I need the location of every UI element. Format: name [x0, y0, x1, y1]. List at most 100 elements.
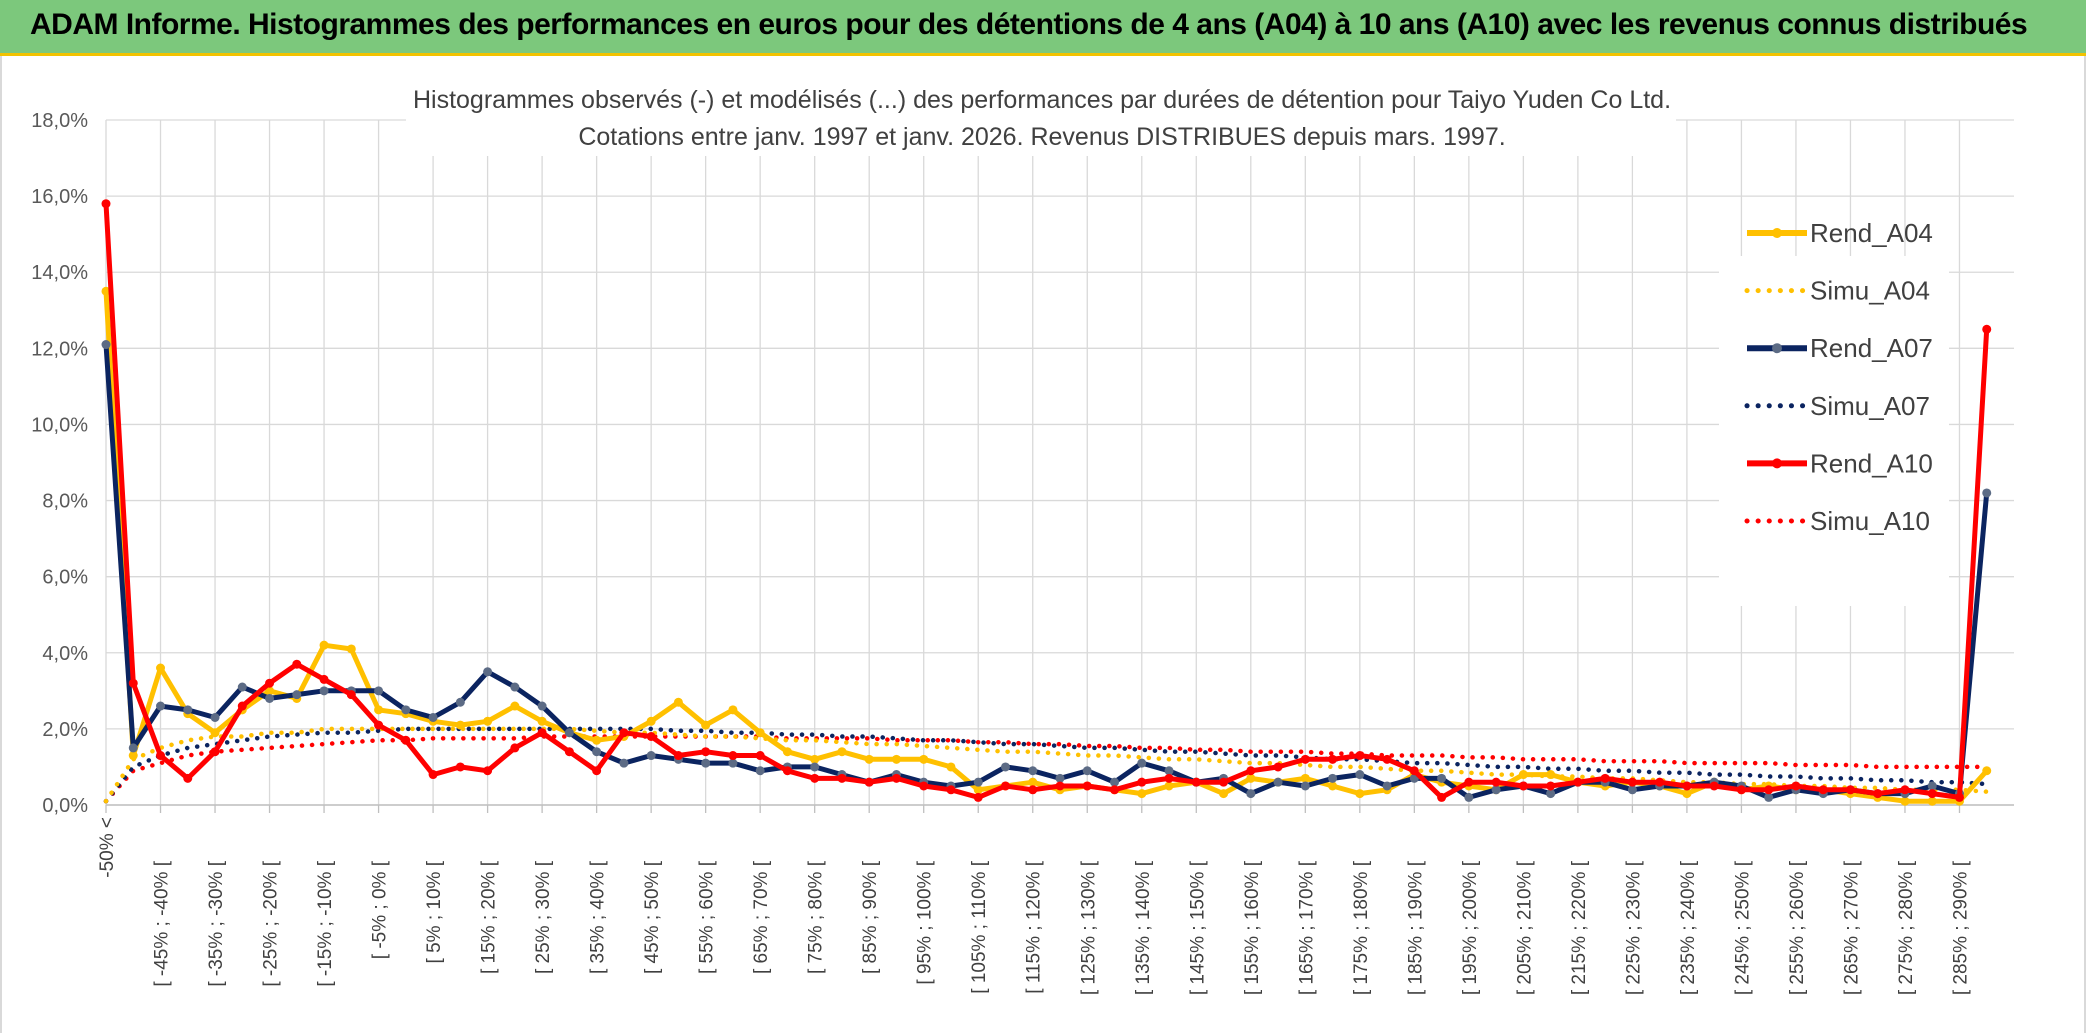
- data-point-rend_a10: [1437, 792, 1447, 802]
- data-point-rend_a10: [1055, 781, 1065, 791]
- data-point-rend_a10: [864, 777, 874, 787]
- data-point-rend_a04: [673, 697, 683, 707]
- data-point-rend_a07: [592, 747, 602, 757]
- y-tick-label: 2,0%: [42, 719, 88, 741]
- data-point-rend_a04: [592, 735, 602, 745]
- data-point-rend_a10: [891, 773, 901, 783]
- data-point-rend_a07: [1028, 766, 1038, 776]
- x-tick-label: [ 275% ; 280% [: [1896, 860, 1917, 995]
- data-point-rend_a07: [1273, 777, 1283, 787]
- data-point-rend_a10: [1546, 781, 1556, 791]
- report-title: ADAM Informe. Histogrammes des performan…: [30, 8, 2028, 41]
- legend-marker: [1772, 458, 1782, 469]
- data-point-rend_a10: [973, 792, 983, 802]
- data-point-rend_a10: [1818, 785, 1828, 795]
- data-point-rend_a07: [156, 701, 166, 711]
- series-line-rend_a10: [103, 203, 1990, 800]
- data-point-rend_a07: [319, 686, 329, 696]
- chart-area: 0,0% 2,0% 4,0% 6,0% 8,0% 10,0% 12,0% 14,0% 16,0%…: [0, 56, 2086, 1033]
- data-point-rend_a04: [810, 754, 820, 764]
- x-tick-label: [ 285% ; 290% [: [1950, 860, 1971, 995]
- data-point-rend_a10: [1764, 785, 1774, 795]
- data-point-rend_a07: [701, 758, 711, 768]
- data-point-rend_a10: [782, 766, 792, 776]
- data-point-rend_a04: [728, 705, 738, 715]
- data-point-rend_a10: [292, 659, 302, 669]
- data-point-rend_a10: [265, 678, 275, 688]
- data-point-rend_a07: [1464, 792, 1474, 802]
- data-point-rend_a04: [1518, 770, 1528, 780]
- data-point-rend_a04: [701, 720, 711, 730]
- y-tick-label: 6,0%: [42, 567, 88, 589]
- x-tick-label: [ 65% ; 70% [: [751, 860, 772, 974]
- data-point-rend_a04: [1300, 773, 1310, 783]
- data-point-rend_a10: [1355, 751, 1365, 761]
- data-point-rend_a07: [183, 705, 193, 715]
- data-point-rend_a04: [973, 785, 983, 795]
- data-point-rend_a10: [1954, 792, 1964, 802]
- data-point-rend_a07: [401, 705, 411, 715]
- x-tick-label: [ 75% ; 80% [: [806, 860, 827, 974]
- data-point-rend_a10: [1191, 777, 1201, 787]
- data-point-rend_a04: [1546, 770, 1556, 780]
- x-tick-label: [ 235% ; 240% [: [1678, 860, 1699, 995]
- x-tick-label: [ 85% ; 90% [: [860, 860, 881, 974]
- data-point-rend_a07: [728, 758, 738, 768]
- data-point-rend_a10: [1273, 762, 1283, 772]
- y-tick-label: 16,0%: [31, 186, 88, 208]
- data-point-rend_a10: [1982, 324, 1992, 334]
- data-point-rend_a07: [455, 697, 465, 707]
- data-point-rend_a10: [1845, 785, 1855, 795]
- data-point-rend_a10: [1682, 781, 1692, 791]
- data-point-rend_a04: [455, 720, 465, 730]
- y-tick-label: 0,0%: [42, 795, 88, 817]
- data-point-rend_a04: [782, 747, 792, 757]
- data-point-rend_a04: [919, 754, 929, 764]
- x-tick-label: [ -35% ; -30% [: [206, 860, 227, 986]
- data-point-rend_a04: [101, 286, 111, 296]
- data-point-rend_a04: [156, 663, 166, 673]
- data-point-rend_a04: [646, 716, 656, 726]
- data-point-rend_a04: [128, 751, 138, 761]
- legend-label: Simu_A04: [1810, 276, 1930, 306]
- x-tick-label: -50% <: [97, 817, 118, 878]
- data-point-rend_a07: [619, 758, 629, 768]
- data-point-rend_a10: [619, 728, 629, 738]
- data-point-rend_a10: [183, 773, 193, 783]
- data-point-rend_a07: [1764, 792, 1774, 802]
- y-tick-label: 4,0%: [42, 643, 88, 665]
- x-tick-label: [ -45% ; -40% [: [152, 860, 173, 986]
- data-point-rend_a10: [646, 732, 656, 741]
- data-point-rend_a04: [1682, 789, 1692, 799]
- data-point-rend_a10: [1409, 766, 1419, 776]
- data-point-rend_a04: [755, 728, 765, 738]
- data-point-rend_a04: [265, 686, 275, 696]
- x-tick-label: [ 155% ; 160% [: [1242, 860, 1263, 995]
- data-point-rend_a10: [1873, 789, 1883, 799]
- data-point-rend_a07: [564, 728, 574, 738]
- data-point-rend_a07: [1627, 785, 1637, 795]
- data-point-rend_a10: [1627, 777, 1637, 787]
- data-point-rend_a07: [1546, 789, 1556, 799]
- series-line-rend_a04: [103, 291, 1989, 804]
- data-point-rend_a10: [1927, 789, 1937, 799]
- x-tick-label: [ 245% ; 250% [: [1732, 860, 1753, 995]
- data-point-rend_a07: [1382, 781, 1392, 791]
- x-tick-label: [ 215% ; 220% [: [1569, 860, 1590, 995]
- series-line-simu_a04: [103, 726, 1989, 804]
- legend-label: Simu_A10: [1810, 506, 1930, 536]
- data-point-rend_a07: [1328, 773, 1338, 783]
- legend-item-rend_a04: Rend_A04: [1747, 218, 1933, 248]
- chart-subtitle: Cotations entre janv. 1997 et janv. 2026…: [578, 123, 1505, 151]
- y-tick-label: 18,0%: [31, 110, 88, 132]
- legend-item-simu_a07: Simu_A07: [1744, 391, 1930, 421]
- data-point-rend_a04: [1355, 789, 1365, 799]
- data-point-rend_a04: [1137, 789, 1147, 799]
- x-tick-label: [ 205% ; 210% [: [1514, 860, 1535, 995]
- legend-label: Rend_A04: [1810, 218, 1933, 248]
- data-point-rend_a10: [210, 747, 220, 757]
- data-point-rend_a07: [810, 762, 820, 772]
- x-tick-label: [ 255% ; 260% [: [1787, 860, 1808, 995]
- data-point-rend_a04: [864, 754, 874, 764]
- data-point-rend_a07: [428, 712, 438, 722]
